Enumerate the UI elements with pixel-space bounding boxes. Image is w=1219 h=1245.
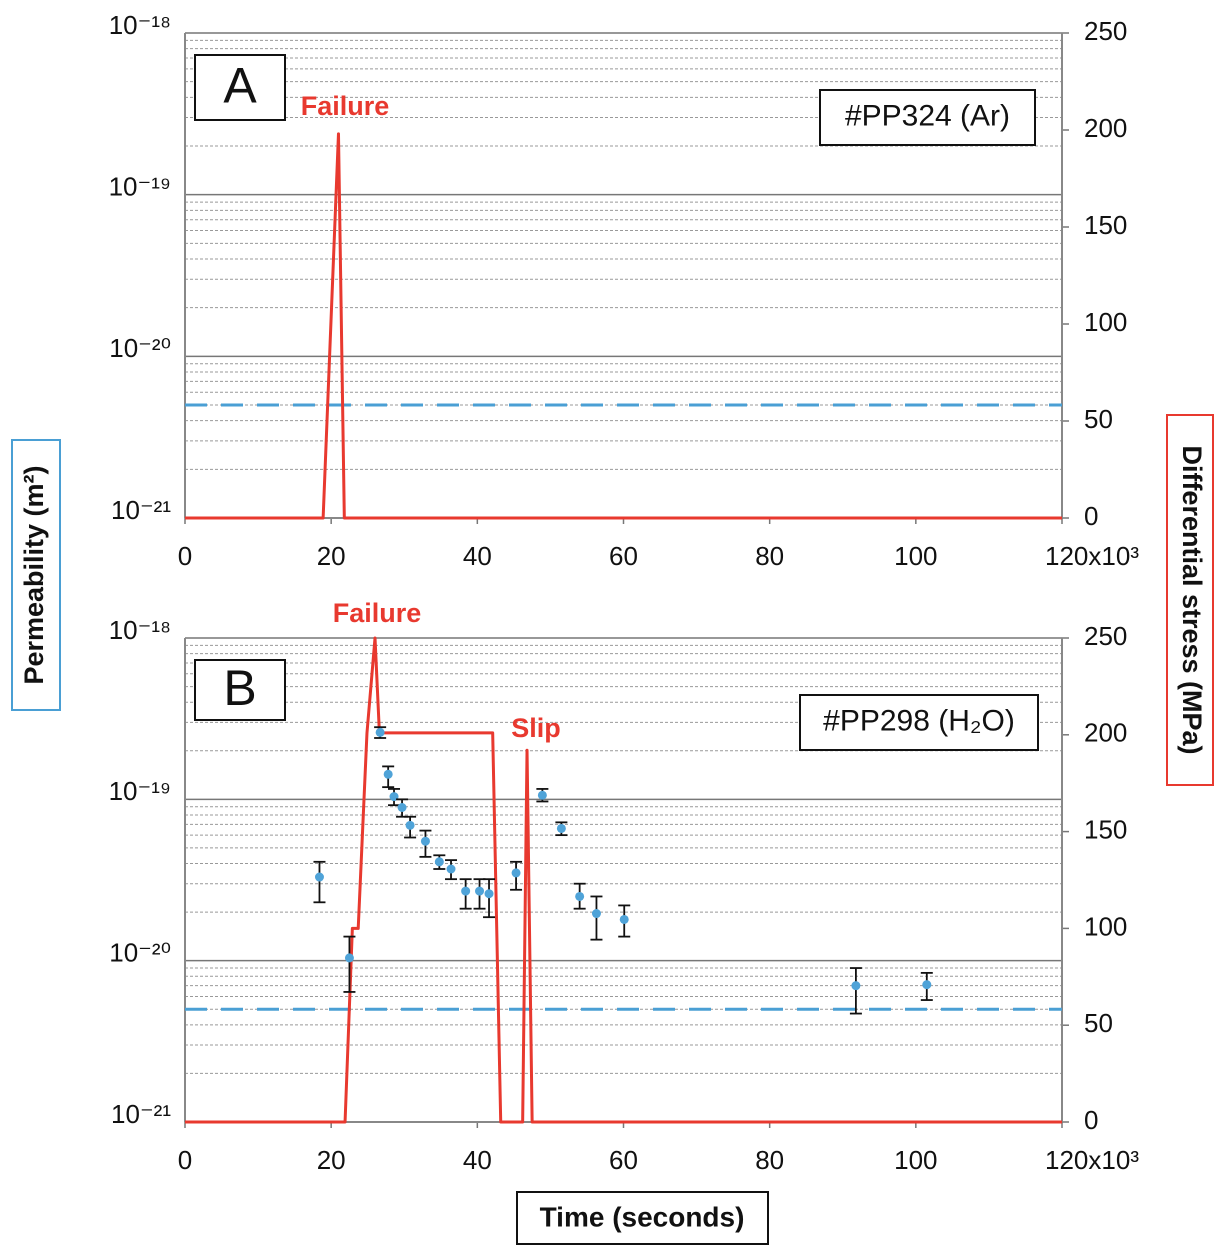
y-tick-label: 10⁻¹⁹ [109, 172, 171, 202]
panel-label-box [194, 659, 286, 721]
y2-tick-label: 250 [1084, 621, 1127, 651]
x-tick-label: 40 [463, 1145, 492, 1175]
data-point [405, 820, 415, 830]
data-point [461, 886, 471, 896]
stress-line [185, 132, 1062, 520]
data-point [375, 727, 385, 737]
x-tick-label: 100 [894, 541, 937, 571]
y-tick-label: 10⁻¹⁸ [109, 10, 171, 40]
y-tick-label: 10⁻²¹ [111, 495, 171, 525]
y2-axis-label: Differential stress (MPa) [1177, 445, 1207, 754]
x-tick-label: 40 [463, 541, 492, 571]
data-point [591, 909, 601, 919]
x-tick-label: 60 [609, 541, 638, 571]
x-tick-label: 100 [894, 1145, 937, 1175]
panel-label-box [194, 54, 286, 121]
data-point [922, 980, 932, 990]
x-tick-label: 80 [755, 541, 784, 571]
sample-box [799, 694, 1039, 751]
y2label-box [1166, 414, 1214, 786]
y-tick-label: 10⁻¹⁹ [109, 776, 171, 806]
y-tick-label: 10⁻²¹ [111, 1099, 171, 1129]
x-tick-label: 120x10³ [1045, 541, 1139, 571]
annotation: Failure [301, 91, 390, 121]
y2-tick-label: 0 [1084, 1105, 1098, 1135]
data-point [434, 857, 444, 867]
y-tick-label: 10⁻²⁰ [109, 938, 171, 968]
data-point [383, 769, 393, 779]
annotation: Failure [333, 598, 422, 628]
data-point [314, 872, 324, 882]
y2-tick-label: 100 [1084, 307, 1127, 337]
data-point [475, 886, 485, 896]
y2-tick-label: 0 [1084, 501, 1098, 531]
y-axis-label: Permeability (m²) [19, 465, 49, 684]
data-point [619, 914, 629, 924]
panel-label: A [223, 58, 257, 114]
y2-tick-label: 100 [1084, 911, 1127, 941]
ylabel-box [11, 439, 61, 711]
xlabel-box [516, 1191, 769, 1245]
annotation: Slip [511, 713, 561, 743]
data-point [556, 823, 566, 833]
x-tick-label: 120x10³ [1045, 1145, 1139, 1175]
data-point [575, 891, 585, 901]
sample-label: #PP298 (H₂O) [823, 704, 1015, 737]
sample-label: #PP324 (Ar) [845, 99, 1010, 132]
sample-box [819, 89, 1036, 146]
y2-tick-label: 150 [1084, 210, 1127, 240]
data-point [511, 868, 521, 878]
panel-label: B [223, 660, 256, 716]
x-tick-label: 20 [317, 1145, 346, 1175]
data-point [537, 790, 547, 800]
data-point [420, 836, 430, 846]
y2-tick-label: 50 [1084, 404, 1113, 434]
data-point [397, 802, 407, 812]
x-axis-label: Time (seconds) [540, 1201, 745, 1232]
x-tick-label: 0 [178, 1145, 192, 1175]
data-point [344, 953, 354, 963]
data-point [484, 889, 494, 899]
y-tick-label: 10⁻²⁰ [109, 333, 171, 363]
y2-tick-label: 250 [1084, 16, 1127, 46]
x-tick-label: 80 [755, 1145, 784, 1175]
data-point [851, 981, 861, 991]
y-tick-label: 10⁻¹⁸ [109, 615, 171, 645]
y2-tick-label: 200 [1084, 718, 1127, 748]
x-tick-label: 60 [609, 1145, 638, 1175]
y2-tick-label: 150 [1084, 814, 1127, 844]
x-tick-label: 0 [178, 541, 192, 571]
x-tick-label: 20 [317, 541, 346, 571]
y2-tick-label: 200 [1084, 113, 1127, 143]
y2-tick-label: 50 [1084, 1008, 1113, 1038]
data-point [446, 864, 456, 874]
